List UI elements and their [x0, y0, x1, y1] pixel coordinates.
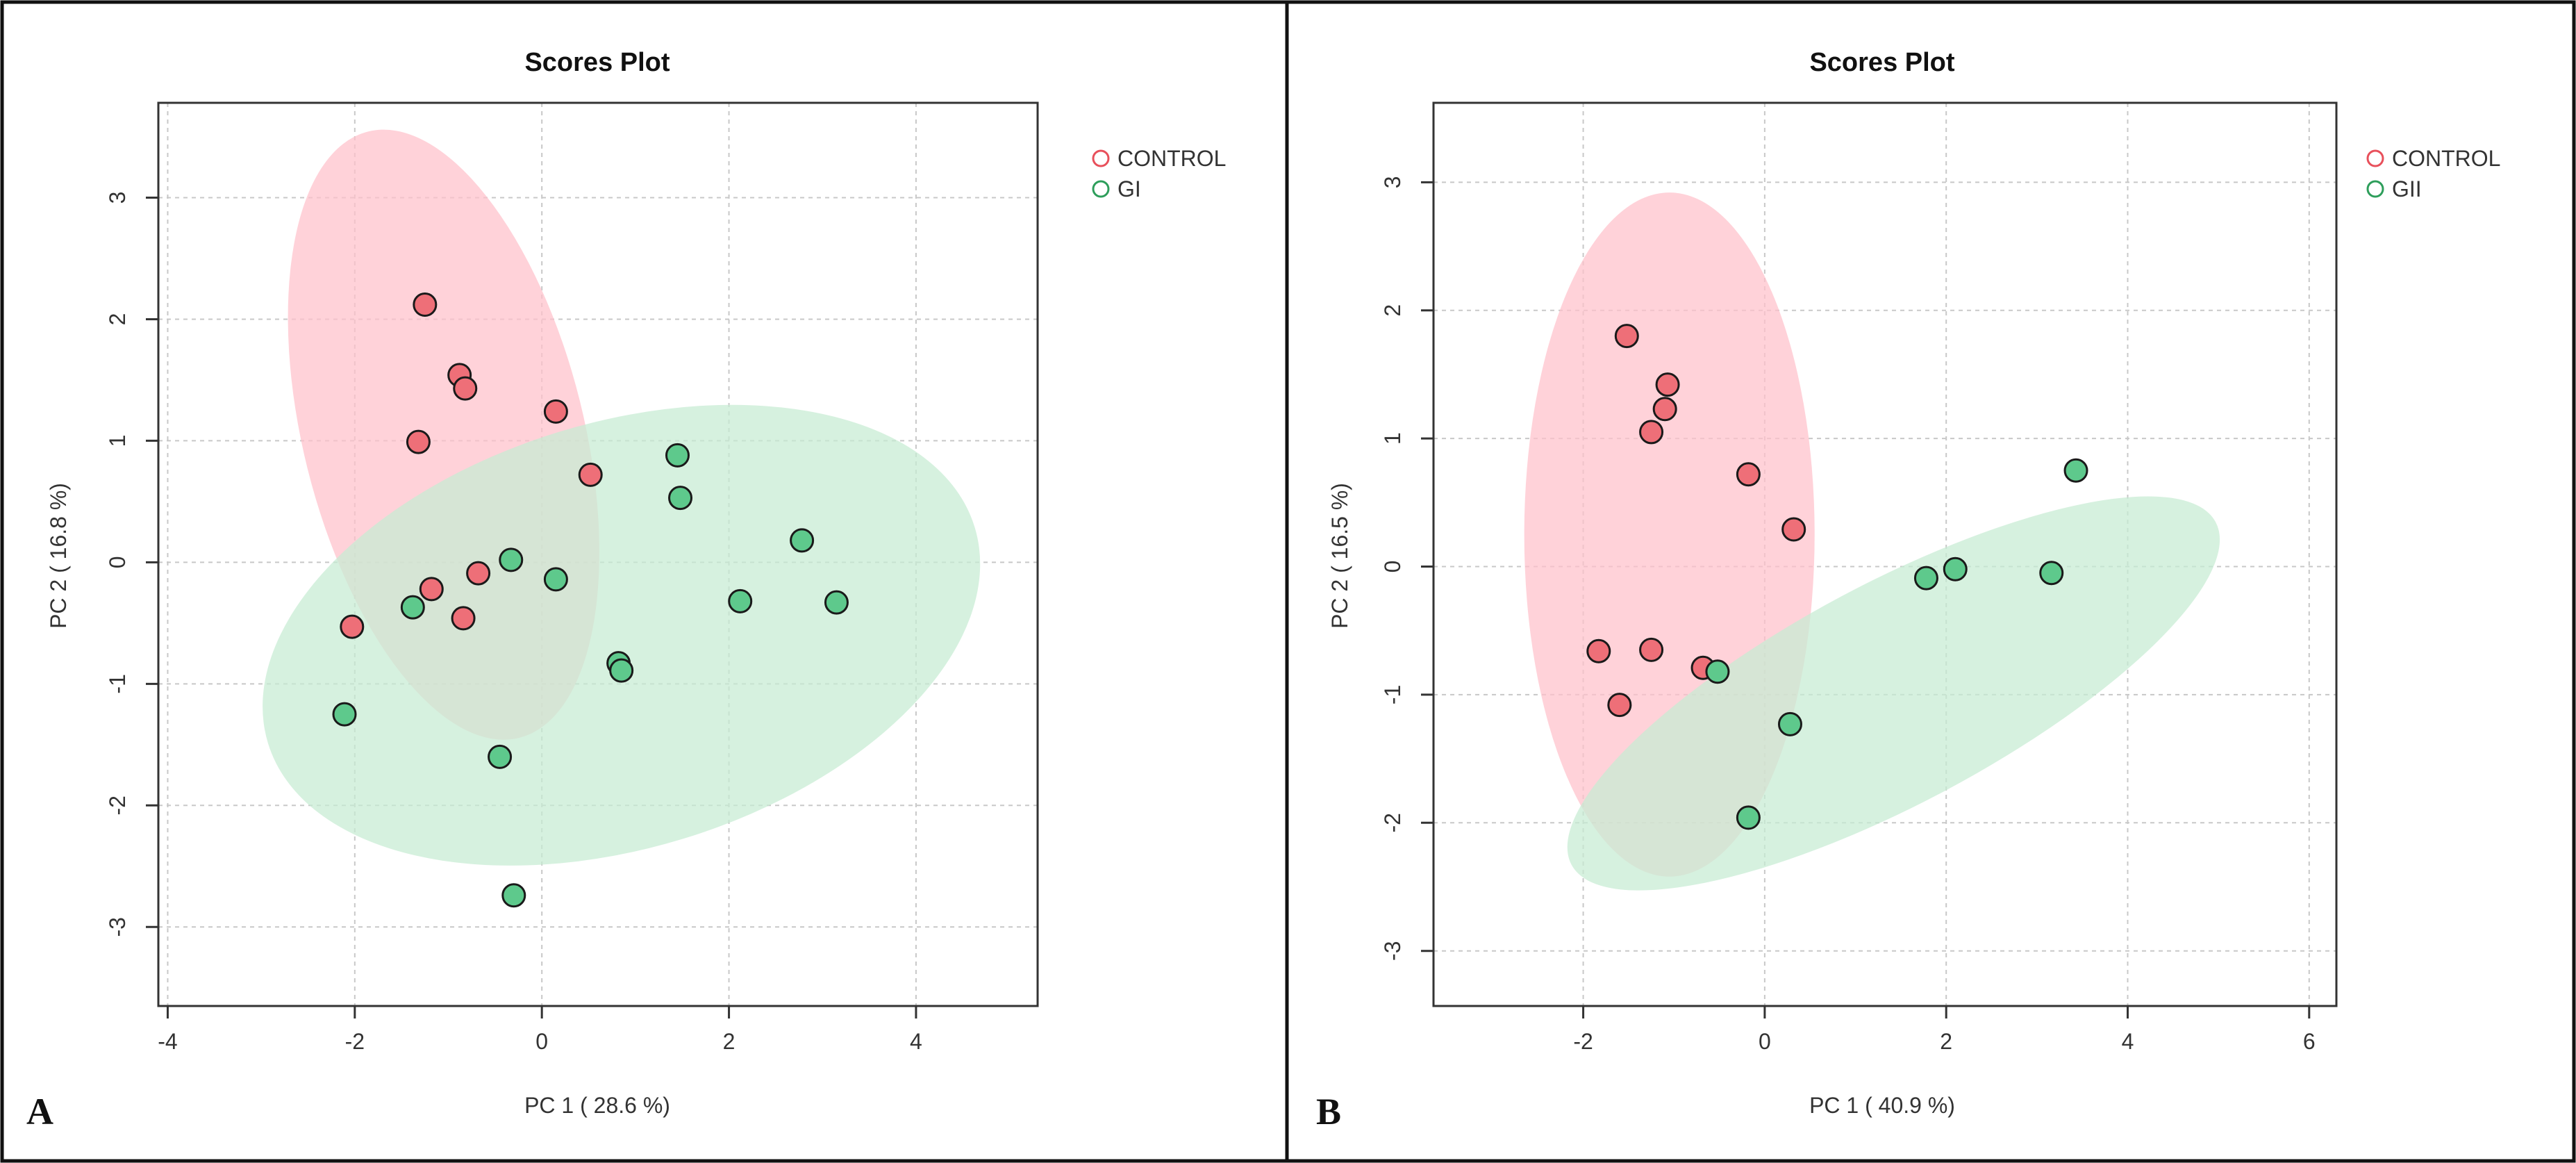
- x-tick-label: 4: [2122, 1029, 2134, 1054]
- point-gii: [1736, 805, 1761, 830]
- chart-b-x-axis: -2 0 2 4 6: [1573, 1005, 2316, 1054]
- y-tick-label: -3: [1380, 941, 1405, 960]
- y-tick-label: 0: [1380, 561, 1405, 573]
- x-tick-label: 0: [535, 1029, 548, 1054]
- chart-b-y-label: PC 2 ( 16.5 %): [1327, 483, 1352, 629]
- x-tick-label: 2: [723, 1029, 736, 1054]
- chart-a-y-label: PC 2 ( 16.8 %): [46, 483, 71, 629]
- x-tick-label: 6: [2303, 1029, 2316, 1054]
- chart-a-ellipses: [263, 129, 981, 866]
- point-gi: [790, 528, 815, 553]
- chart-b-ellipses: [1524, 192, 2220, 891]
- panel-b-letter: B: [1316, 1091, 1341, 1132]
- point-gii: [1913, 566, 1938, 591]
- point-gi: [488, 744, 513, 769]
- panel-a: Scores Plot -4 -2 0 2 4 -3 -2 -1 0 1 2 3 PC 1 ( 28…: [26, 48, 1226, 1132]
- x-tick-label: -4: [158, 1029, 177, 1054]
- point-gi: [609, 658, 634, 683]
- y-tick-label: 1: [1380, 432, 1405, 445]
- legend-marker-gi: [1092, 180, 1110, 198]
- chart-a-x-axis: -4 -2 0 2 4: [158, 1005, 922, 1054]
- chart-a-title: Scores Plot: [524, 48, 670, 77]
- point-gi: [824, 590, 849, 615]
- legend-label-control: CONTROL: [2392, 146, 2500, 171]
- point-gi: [499, 547, 524, 572]
- point-control: [1607, 693, 1632, 718]
- legend-label-control: CONTROL: [1117, 146, 1226, 171]
- y-tick-label: 2: [105, 313, 130, 326]
- x-tick-label: 0: [1759, 1029, 1771, 1054]
- chart-a-y-axis: -3 -2 -1 0 1 2 3: [105, 192, 160, 937]
- point-control: [413, 292, 438, 317]
- panel-a-letter: A: [26, 1091, 53, 1132]
- point-control: [1614, 324, 1639, 349]
- y-tick-label: 0: [105, 556, 130, 568]
- x-tick-label: 2: [1940, 1029, 1952, 1054]
- point-control: [578, 462, 603, 487]
- x-tick-label: -2: [1573, 1029, 1593, 1054]
- y-tick-label: -1: [105, 674, 130, 693]
- point-control: [1652, 397, 1677, 422]
- x-tick-label: 4: [910, 1029, 922, 1054]
- y-tick-label: 3: [1380, 176, 1405, 188]
- y-tick-label: 1: [105, 435, 130, 447]
- point-gi: [501, 883, 526, 908]
- legend-marker-control: [1092, 149, 1110, 167]
- point-control: [466, 561, 491, 586]
- point-gi: [665, 443, 690, 468]
- point-gii: [1943, 556, 1968, 582]
- chart-b-title: Scores Plot: [1809, 48, 1954, 77]
- chart-b-legend: CONTROL GII: [2366, 146, 2500, 201]
- panel-b: Scores Plot -2 0 2 4 6 -3 -2 -1 0 1 2 3 PC 1 ( 40.…: [1316, 48, 2500, 1132]
- point-control: [340, 614, 365, 639]
- point-gii: [2063, 458, 2088, 483]
- point-gi: [728, 588, 753, 613]
- point-control: [1655, 372, 1680, 397]
- y-tick-label: 2: [1380, 304, 1405, 317]
- y-tick-label: -2: [105, 795, 130, 815]
- chart-a-points: [332, 292, 849, 908]
- point-control: [406, 429, 431, 454]
- point-control: [1586, 638, 1611, 663]
- point-control: [1639, 420, 1664, 445]
- point-control: [451, 606, 476, 631]
- chart-a-legend: CONTROL GI: [1092, 146, 1226, 201]
- point-control: [419, 577, 444, 602]
- legend-label-gii: GII: [2392, 176, 2422, 201]
- y-tick-label: -1: [1380, 685, 1405, 704]
- point-gii: [2039, 561, 2064, 586]
- legend-marker-control: [2366, 149, 2384, 167]
- point-gi: [668, 486, 693, 511]
- chart-b-x-label: PC 1 ( 40.9 %): [1809, 1093, 1955, 1118]
- point-gii: [1705, 659, 1730, 684]
- point-control: [1781, 517, 1806, 542]
- legend-marker-gii: [2366, 180, 2384, 198]
- legend-label-gi: GI: [1117, 176, 1141, 201]
- point-control: [453, 376, 478, 401]
- ellipse-gi: [263, 404, 981, 866]
- point-gi: [400, 595, 425, 620]
- point-gi: [543, 567, 568, 592]
- point-gi: [332, 702, 357, 727]
- point-control: [1639, 637, 1664, 662]
- y-tick-label: -3: [105, 917, 130, 937]
- x-tick-label: -2: [345, 1029, 365, 1054]
- chart-a-x-label: PC 1 ( 28.6 %): [524, 1093, 670, 1118]
- chart-b-y-axis: -3 -2 -1 0 1 2 3: [1380, 176, 1435, 961]
- ellipse-gii: [1567, 496, 2220, 891]
- y-tick-label: 3: [105, 192, 130, 204]
- point-control: [1736, 462, 1761, 487]
- point-control: [543, 399, 568, 424]
- y-tick-label: -2: [1380, 813, 1405, 832]
- chart-b-points: [1586, 324, 2088, 830]
- point-gii: [1777, 711, 1802, 736]
